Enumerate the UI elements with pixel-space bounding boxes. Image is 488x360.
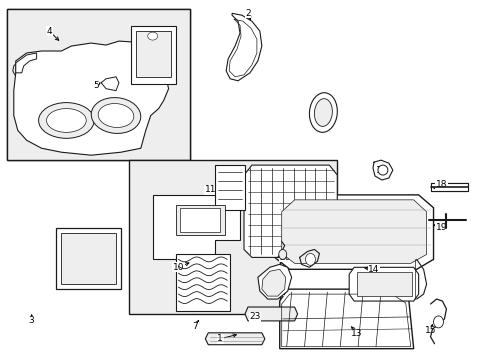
Text: 14: 14 <box>367 265 379 274</box>
Bar <box>429 183 468 191</box>
Text: 1: 1 <box>217 334 223 343</box>
Text: 23: 23 <box>249 312 260 321</box>
Ellipse shape <box>91 98 141 134</box>
Ellipse shape <box>305 253 315 265</box>
Bar <box>136 31 170 77</box>
Bar <box>180 208 220 231</box>
Bar <box>175 205 224 235</box>
Bar <box>56 228 121 289</box>
Text: 9: 9 <box>244 217 249 226</box>
Bar <box>7 9 190 160</box>
Ellipse shape <box>147 32 157 40</box>
Text: 3: 3 <box>29 316 35 325</box>
Text: 4: 4 <box>47 27 52 36</box>
Text: 17: 17 <box>375 166 387 175</box>
Text: 11: 11 <box>204 185 216 194</box>
Text: 7: 7 <box>192 322 198 331</box>
Polygon shape <box>257 264 291 299</box>
Text: 21: 21 <box>271 287 283 296</box>
Text: 13: 13 <box>351 329 362 338</box>
Polygon shape <box>14 41 168 155</box>
Polygon shape <box>129 160 337 314</box>
Polygon shape <box>279 289 413 349</box>
Polygon shape <box>244 165 337 257</box>
Polygon shape <box>215 165 244 210</box>
Text: 22: 22 <box>298 255 309 264</box>
Text: 16: 16 <box>301 192 313 201</box>
Text: 2: 2 <box>244 9 250 18</box>
Text: 5: 5 <box>93 81 99 90</box>
Bar <box>61 233 116 284</box>
Text: 19: 19 <box>435 223 447 232</box>
Polygon shape <box>152 195 240 260</box>
Polygon shape <box>225 13 262 81</box>
Polygon shape <box>274 195 433 269</box>
Text: 18: 18 <box>435 180 447 189</box>
Ellipse shape <box>433 316 443 328</box>
Bar <box>356 272 411 296</box>
Text: 10: 10 <box>172 263 184 272</box>
Ellipse shape <box>39 103 94 138</box>
Text: 6: 6 <box>133 39 139 48</box>
Text: 8: 8 <box>185 215 191 224</box>
Ellipse shape <box>98 104 134 127</box>
Ellipse shape <box>377 165 387 175</box>
Text: 15: 15 <box>424 326 435 335</box>
Polygon shape <box>244 307 297 321</box>
Text: 20: 20 <box>279 253 290 262</box>
Ellipse shape <box>278 249 286 260</box>
Ellipse shape <box>309 93 337 132</box>
Polygon shape <box>175 255 230 311</box>
Bar <box>429 183 468 191</box>
Ellipse shape <box>314 99 332 126</box>
Bar <box>131 26 175 84</box>
Text: 12: 12 <box>63 267 75 276</box>
Bar <box>7 9 190 160</box>
Text: 24: 24 <box>319 106 330 115</box>
Polygon shape <box>205 333 264 345</box>
Polygon shape <box>348 267 418 301</box>
Ellipse shape <box>46 109 86 132</box>
Polygon shape <box>281 200 426 264</box>
Polygon shape <box>16 53 37 73</box>
Polygon shape <box>262 269 285 296</box>
